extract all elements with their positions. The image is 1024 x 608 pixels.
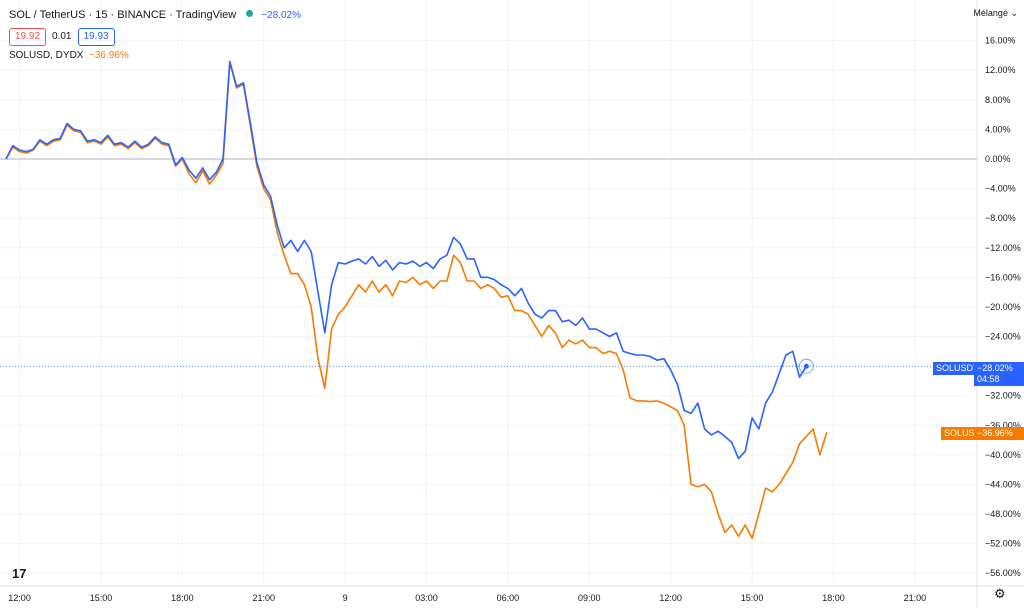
- grid: [0, 0, 977, 586]
- y-tick-label: 12.00%: [985, 65, 1016, 75]
- price-tag-value-blue: −28.02% 04:58: [974, 362, 1024, 386]
- x-tick-label: 15:00: [90, 593, 113, 603]
- series-line-solusd[interactable]: [5, 61, 828, 540]
- x-tick-label: 18:00: [822, 593, 845, 603]
- y-tick-label: −44.00%: [985, 479, 1021, 489]
- x-tick-label: 21:00: [252, 593, 275, 603]
- x-tick-label: 15:00: [741, 593, 764, 603]
- y-tick-label: 0.00%: [985, 154, 1011, 164]
- series-line-solusdt[interactable]: [5, 60, 807, 460]
- live-point-halo: [798, 358, 814, 374]
- scale-mode-dropdown[interactable]: Mélangé ⌄: [973, 8, 1018, 18]
- y-tick-label: 16.00%: [985, 36, 1016, 46]
- series-lines: [5, 60, 828, 540]
- x-tick-label: 12:00: [8, 593, 31, 603]
- y-tick-label: −48.00%: [985, 509, 1021, 519]
- y-tick-label: −4.00%: [985, 184, 1016, 194]
- sell-price-button[interactable]: 19.92: [9, 28, 47, 46]
- y-tick-label: −8.00%: [985, 213, 1016, 223]
- y-tick-label: 4.00%: [985, 124, 1011, 134]
- market-status-dot: [246, 10, 254, 17]
- compare-legend[interactable]: SOLUSD, DYDX −36.96%: [9, 50, 129, 61]
- bar-countdown: 04:58: [977, 374, 1000, 384]
- buy-price-button[interactable]: 19.93: [77, 28, 115, 46]
- y-tick-label: 8.00%: [985, 95, 1011, 105]
- y-tick-label: −52.00%: [985, 539, 1021, 549]
- live-point-dot: [803, 363, 809, 369]
- x-tick-label: 21:00: [904, 593, 927, 603]
- compare-change: −36.96%: [89, 50, 129, 61]
- y-tick-label: −24.00%: [985, 332, 1021, 342]
- spread-value: 0.01: [52, 31, 72, 42]
- price-tag-name-orange: SOLUSD: [941, 427, 985, 440]
- x-axis[interactable]: 12:00 15:00 18:00 21:00 9 03:00 06:00 09:00 12:0…: [8, 593, 926, 603]
- x-tick-label: 06:00: [497, 593, 520, 603]
- x-tick-label: 12:00: [659, 593, 682, 603]
- symbol-change: −28.02%: [261, 10, 301, 21]
- price-tag-value-blue-text: −28.02%: [977, 363, 1013, 373]
- x-tick-label: 9: [343, 593, 348, 603]
- price-tag-name-blue: SOLUSDT: [933, 362, 979, 375]
- tradingview-logo[interactable]: 17: [12, 566, 27, 581]
- x-tick-label: 18:00: [171, 593, 194, 603]
- x-tick-label: 03:00: [415, 593, 438, 603]
- quote-bar: 19.92 0.01 19.93: [9, 28, 115, 46]
- y-axis[interactable]: 16.00% 12.00% 8.00% 4.00% 0.00% −4.00% −8.00% −…: [985, 36, 1021, 579]
- price-tag-value-orange: −36.96%: [974, 427, 1024, 440]
- y-tick-label: −16.00%: [985, 272, 1021, 282]
- y-tick-label: −32.00%: [985, 391, 1021, 401]
- gear-icon[interactable]: ⚙: [994, 586, 1006, 601]
- y-tick-label: −40.00%: [985, 450, 1021, 460]
- x-tick-label: 09:00: [578, 593, 601, 603]
- symbol-title[interactable]: SOL / TetherUS · 15 · BINANCE · TradingV…: [9, 9, 237, 21]
- y-tick-label: −36.00%: [985, 420, 1021, 430]
- compare-symbol-label[interactable]: SOLUSD, DYDX: [9, 50, 84, 61]
- y-tick-label: −56.00%: [985, 568, 1021, 578]
- y-tick-label: −20.00%: [985, 302, 1021, 312]
- symbol-header[interactable]: SOL / TetherUS · 15 · BINANCE · TradingV…: [9, 9, 301, 21]
- y-tick-label: −12.00%: [985, 243, 1021, 253]
